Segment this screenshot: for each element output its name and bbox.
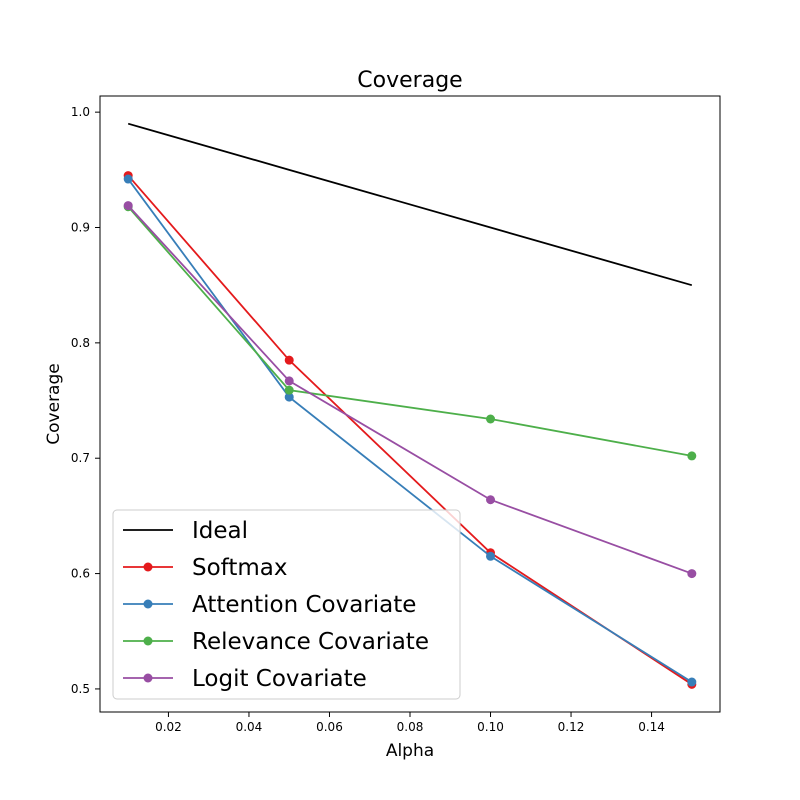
y-axis: 0.5 0.6 0.7 0.8 0.9 1.0	[71, 105, 100, 696]
x-tick-label: 0.10	[477, 720, 504, 734]
legend-marker	[143, 562, 153, 572]
x-tick-label: 0.06	[316, 720, 343, 734]
plot-lines	[123, 122, 697, 689]
y-tick-label: 1.0	[71, 105, 90, 119]
legend: Ideal Softmax Attention Covariate Relevance…	[112, 509, 461, 700]
data-point-logit-covariate	[486, 495, 496, 505]
data-point-relevance-covariate	[284, 385, 294, 395]
y-tick-label: 0.5	[71, 682, 90, 696]
legend-label: Attention Covariate	[192, 592, 416, 618]
y-tick-label: 0.6	[71, 567, 90, 581]
x-tick-label: 0.02	[155, 720, 182, 734]
data-point-relevance-covariate	[486, 414, 496, 424]
data-point-attention-covariate	[687, 677, 697, 687]
x-tick-label: 0.08	[397, 720, 424, 734]
legend-label: Softmax	[192, 555, 288, 581]
x-axis-label: Alpha	[386, 741, 434, 761]
data-point-attention-covariate	[123, 174, 133, 184]
y-axis-label: Coverage	[44, 363, 64, 444]
y-tick-label: 0.8	[71, 336, 90, 350]
data-point-logit-covariate	[123, 201, 133, 211]
y-tick-label: 0.9	[71, 221, 90, 235]
series-line-logit-covariate	[127, 204, 693, 575]
legend-marker	[143, 673, 153, 683]
legend-label: Logit Covariate	[192, 666, 367, 692]
data-point-attention-covariate	[486, 551, 496, 561]
data-point-relevance-covariate	[687, 451, 697, 461]
data-point-logit-covariate	[284, 376, 294, 386]
series-line-attention-covariate	[127, 178, 693, 683]
data-point-softmax	[284, 355, 294, 365]
y-tick-label: 0.7	[71, 451, 90, 465]
legend-marker	[143, 636, 153, 646]
legend-box	[112, 509, 461, 700]
chart-title: Coverage	[357, 68, 462, 93]
x-tick-label: 0.14	[638, 720, 665, 734]
data-point-logit-covariate	[687, 569, 697, 579]
x-tick-label: 0.12	[558, 720, 585, 734]
data-point-attention-covariate	[284, 392, 294, 402]
x-tick-label: 0.04	[236, 720, 263, 734]
series-line-relevance-covariate	[127, 206, 692, 457]
legend-label: Ideal	[192, 518, 248, 544]
series-line-ideal	[127, 122, 693, 287]
legend-marker	[143, 599, 153, 609]
x-axis: 0.02 0.04 0.06 0.08 0.10 0.12 0.14	[155, 712, 665, 734]
legend-label: Relevance Covariate	[192, 629, 429, 655]
